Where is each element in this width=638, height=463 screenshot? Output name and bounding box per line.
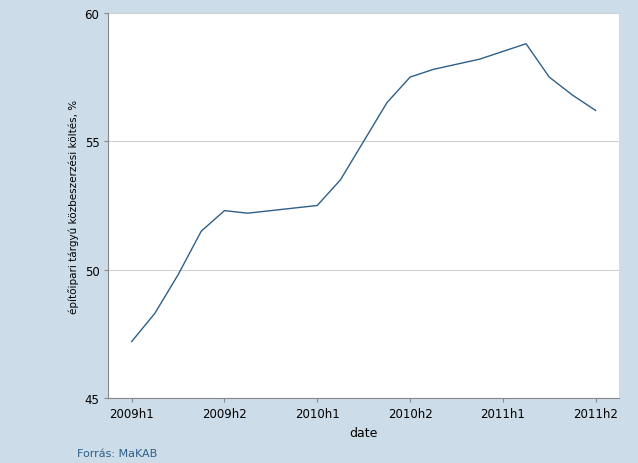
X-axis label: date: date <box>350 425 378 438</box>
Y-axis label: építőipari tárgyú közbeszerzési költés, %: építőipari tárgyú közbeszerzési költés, … <box>68 99 79 313</box>
Text: Forrás: MaKAB: Forrás: MaKAB <box>77 448 157 458</box>
